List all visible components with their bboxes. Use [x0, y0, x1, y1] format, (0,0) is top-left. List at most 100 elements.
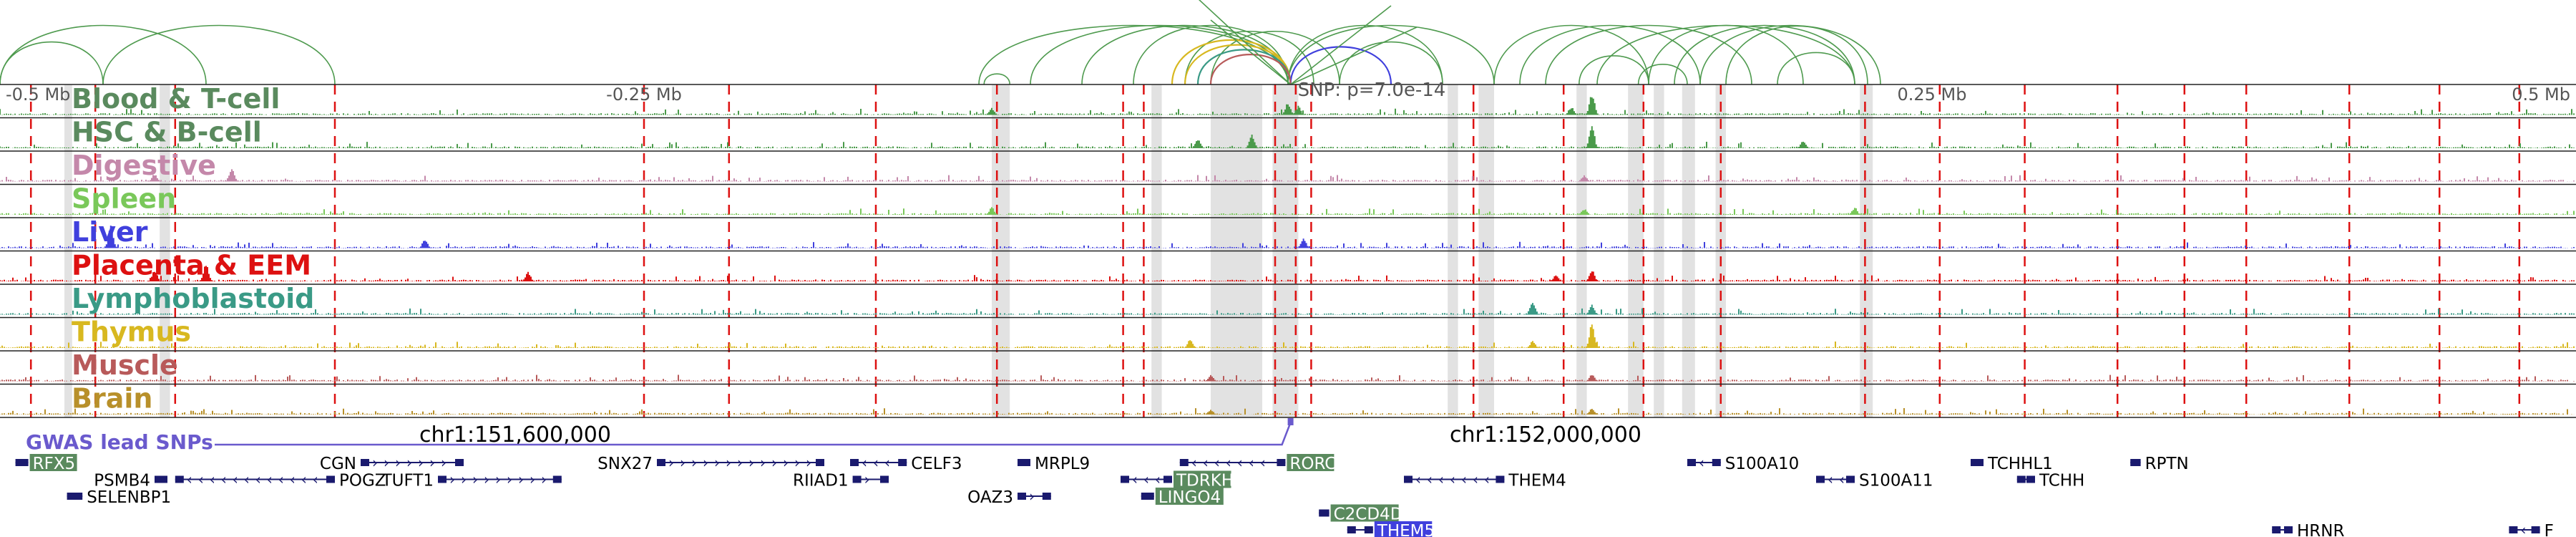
- gene-exon: [19, 459, 29, 466]
- gene-strand-arrow: ‹: [1203, 454, 1209, 471]
- gene-exon: [455, 459, 464, 466]
- gene-strand-arrow: ›: [530, 471, 535, 488]
- gene-them4: ‹ ‹ ‹ ‹ ‹ ‹ ‹ THEM4: [1404, 471, 1566, 490]
- track-label: Brain: [72, 383, 152, 415]
- gene-name: CELF3: [911, 455, 962, 473]
- gene-strand-arrow: ›: [472, 471, 478, 488]
- track-placenta-eem: Placenta & EEM: [0, 250, 2576, 281]
- gene-exon: [2509, 526, 2518, 533]
- gene-exon: [1018, 493, 1026, 500]
- gene-strand-arrow: ‹: [1438, 471, 1444, 488]
- gene-exon: [1846, 475, 1855, 483]
- gene-strand-arrow: ›: [668, 454, 674, 471]
- interaction-arc: [102, 24, 336, 85]
- track-signal: [0, 408, 2575, 415]
- gene-name: SELENBP1: [87, 488, 171, 507]
- gene-strand-arrow: ›: [864, 471, 870, 488]
- gene-s100a11: ‹ ‹ S100A11: [1816, 471, 1933, 490]
- gene-name: RPTN: [2145, 455, 2189, 473]
- interaction-arc: [1184, 44, 1292, 85]
- axis-tick-label: 0.25 Mb: [1897, 84, 1966, 105]
- track-hsc-b-cell: HSC & B-cell: [0, 117, 2576, 148]
- gene-name: HRNR: [2297, 522, 2344, 537]
- gene-name: MRPL9: [1035, 455, 1090, 473]
- gene-strand-arrow: ›: [507, 471, 512, 488]
- gene-rorc: ‹ ‹ ‹ ‹ ‹ ‹ ‹ RORC: [1179, 454, 1336, 473]
- gene-strand-arrow: ‹: [1699, 454, 1704, 471]
- gene-c2cd4d: C2CD4D: [1319, 504, 1402, 524]
- track-label: HSC & B-cell: [72, 117, 262, 148]
- gene-mrpl9: MRPL9: [1018, 455, 1090, 473]
- gene-strand-arrow: ›: [372, 454, 378, 471]
- interaction-arc: [1133, 24, 1289, 85]
- gene-strand-arrow: ‹: [1484, 471, 1490, 488]
- interaction-arc: [1637, 63, 1688, 85]
- interaction-arc: [1648, 24, 1804, 85]
- gene-strand-arrow: ‹: [1237, 454, 1243, 471]
- gene-strand-arrow: ‹: [1191, 454, 1197, 471]
- gene-exon: [1145, 493, 1154, 500]
- track-signal: [0, 324, 2575, 348]
- gene-name: TUFT1: [381, 472, 434, 490]
- gene-strand-arrow: ›: [518, 471, 524, 488]
- interaction-arc: [1545, 24, 1752, 85]
- gene-strand-arrow: ‹: [873, 454, 879, 471]
- gene-highlight: [1287, 454, 1335, 471]
- gene-strand-arrow: ‹: [1249, 454, 1254, 471]
- gene-exon: [326, 475, 335, 483]
- axis-tick-label: -0.25 Mb: [606, 84, 682, 105]
- gene-snx27: › › › › › › › › › › › › › SNX27: [597, 454, 824, 473]
- coordinate-label: chr1:152,000,000: [1450, 422, 1641, 448]
- gene-strand-arrow: ›: [806, 454, 811, 471]
- gene-exon: [850, 459, 859, 466]
- interaction-arc: [1339, 41, 1443, 85]
- gene-psmb4: PSMB4: [94, 472, 167, 490]
- gene-strand-arrow: ›: [406, 454, 412, 471]
- interaction-arc: [1725, 25, 1868, 85]
- gene-strand-arrow: ›: [726, 454, 731, 471]
- interaction-arc: [0, 41, 104, 85]
- gene-exon: [657, 459, 665, 466]
- gene-celf3: ‹ ‹ ‹ CELF3: [850, 454, 962, 473]
- gene-riiad1: › RIIAD1: [793, 471, 889, 490]
- gene-oaz3: › OAZ3: [967, 488, 1051, 507]
- track-label: Liver: [72, 216, 148, 248]
- track-muscle: Muscle: [0, 349, 2576, 382]
- gene-highlight: [1374, 521, 1433, 537]
- gwas-track-label: GWAS lead SNPs: [26, 430, 213, 454]
- gene-strand-arrow: ‹: [1143, 471, 1149, 488]
- gene-strand-arrow: ›: [418, 454, 424, 471]
- gene-name: S100A10: [1725, 455, 1800, 473]
- gene-name: RFX5: [33, 455, 76, 473]
- gene-strand-arrow: ‹: [290, 471, 296, 488]
- gene-exon: [175, 475, 184, 483]
- gene-name: THEM4: [1508, 472, 1566, 490]
- gene-strand-arrow: ‹: [244, 471, 250, 488]
- interaction-arc: [0, 24, 207, 85]
- gene-strand-arrow: ›: [691, 454, 697, 471]
- gene-strand-arrow: ‹: [1260, 454, 1266, 471]
- track-lymphoblastoid: Lymphoblastoid: [0, 283, 2576, 315]
- gene-strand-arrow: ›: [495, 471, 501, 488]
- gene-exon: [67, 493, 76, 500]
- gene-name: SNX27: [597, 455, 653, 473]
- gene-strand-arrow: ‹: [1132, 471, 1138, 488]
- gene-rfx5: RFX5: [15, 454, 77, 473]
- gene-strand-arrow: ‹: [1461, 471, 1467, 488]
- gene-strand-arrow: ‹: [255, 471, 261, 488]
- gene-exon: [880, 475, 889, 483]
- genomic-axis: -0.5 Mb -0.25 Mb 0.25 Mb 0.5 Mb SNP: p=7.0e-…: [6, 79, 2570, 448]
- track-signal: [0, 266, 2575, 281]
- gene-exon: [2016, 475, 2026, 483]
- interaction-arc: [1184, 30, 1314, 85]
- gene-strand-arrow: ›: [737, 454, 743, 471]
- track-signal: [0, 97, 2575, 115]
- gene-strand-arrow: ‹: [1214, 454, 1220, 471]
- gene-exon: [1496, 475, 1505, 483]
- gene-name: S100A11: [1859, 472, 1933, 490]
- gene-strand-arrow: ›: [760, 454, 766, 471]
- gene-name: TDRKH: [1176, 472, 1234, 490]
- interaction-arc: [1290, 5, 1392, 85]
- track-thymus: Thymus: [0, 316, 2576, 348]
- gene-name: RIIAD1: [793, 472, 849, 490]
